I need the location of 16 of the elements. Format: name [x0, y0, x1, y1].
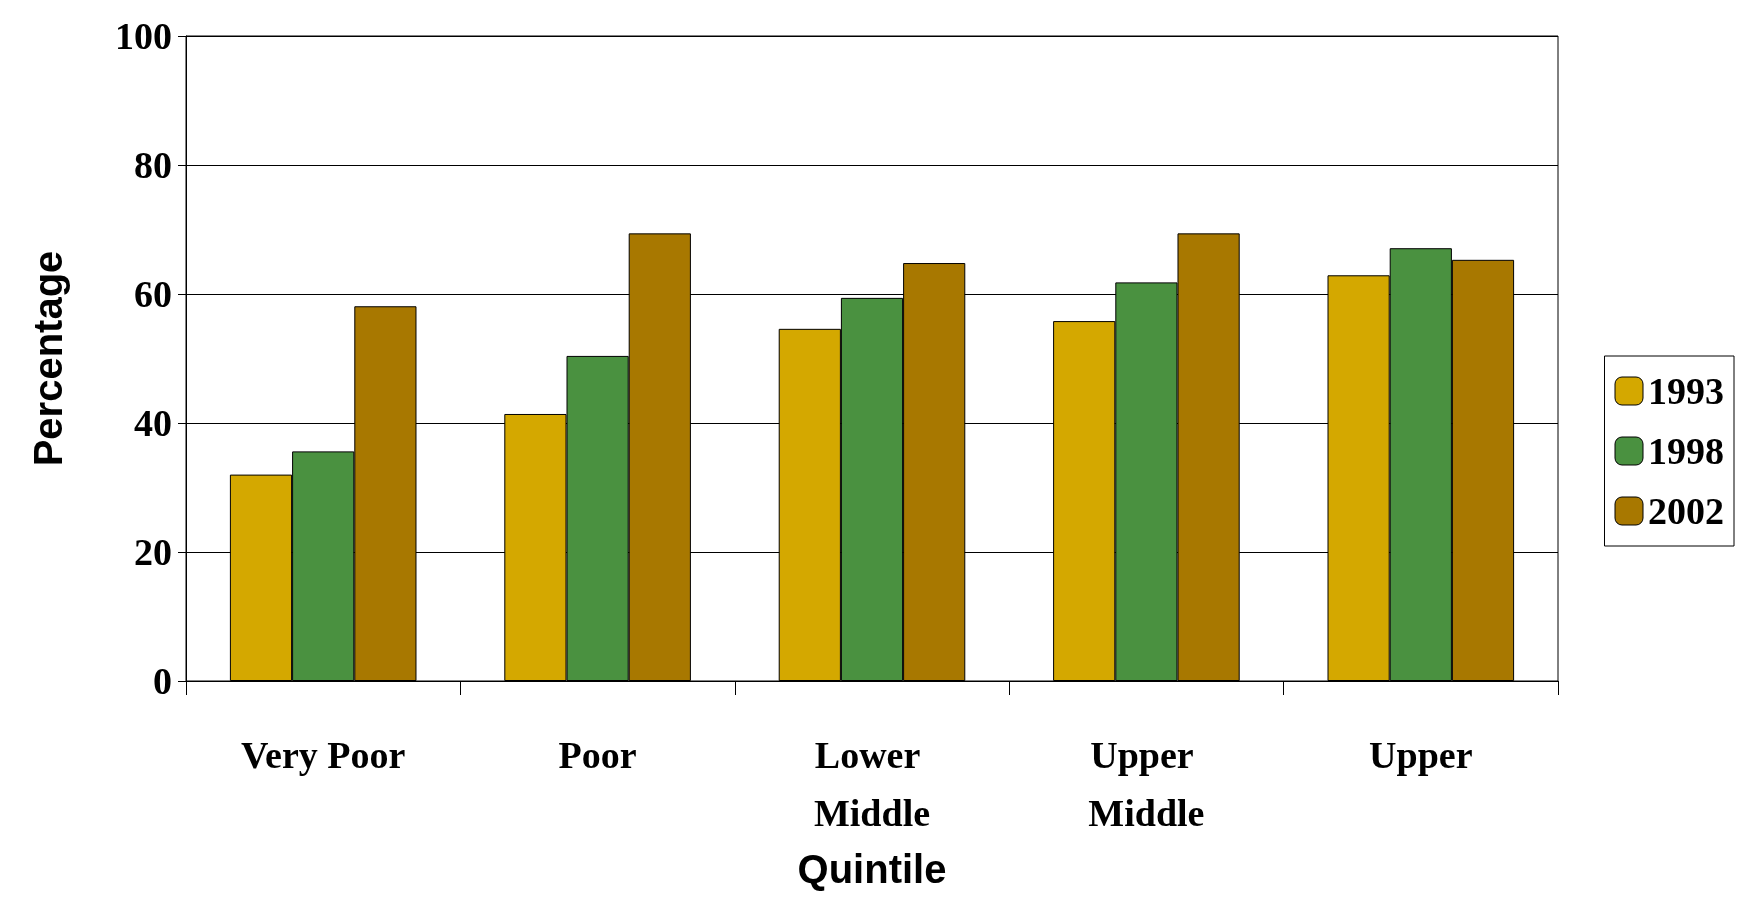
y-tick-label: 100	[115, 15, 172, 57]
y-tick-label: 0	[153, 660, 172, 702]
x-tick-label: Poor	[558, 734, 637, 776]
legend-label: 1998	[1648, 430, 1724, 472]
legend-label: 1993	[1648, 370, 1724, 412]
y-axis-title: Percentage	[26, 250, 70, 467]
legend-label: 2002	[1648, 490, 1724, 532]
x-tick-label: Very Poor	[241, 734, 406, 776]
x-axis-title: Quintile	[797, 847, 947, 891]
x-tick-label: Lower Middle	[813, 734, 931, 834]
y-tick-label: 80	[134, 144, 172, 186]
x-tick-label: Upper	[1369, 734, 1473, 776]
x-tick-label: Upper Middle	[1088, 734, 1205, 834]
y-tick-label: 20	[134, 531, 172, 573]
y-tick-label: 40	[134, 402, 172, 444]
y-tick-label: 60	[134, 273, 172, 315]
